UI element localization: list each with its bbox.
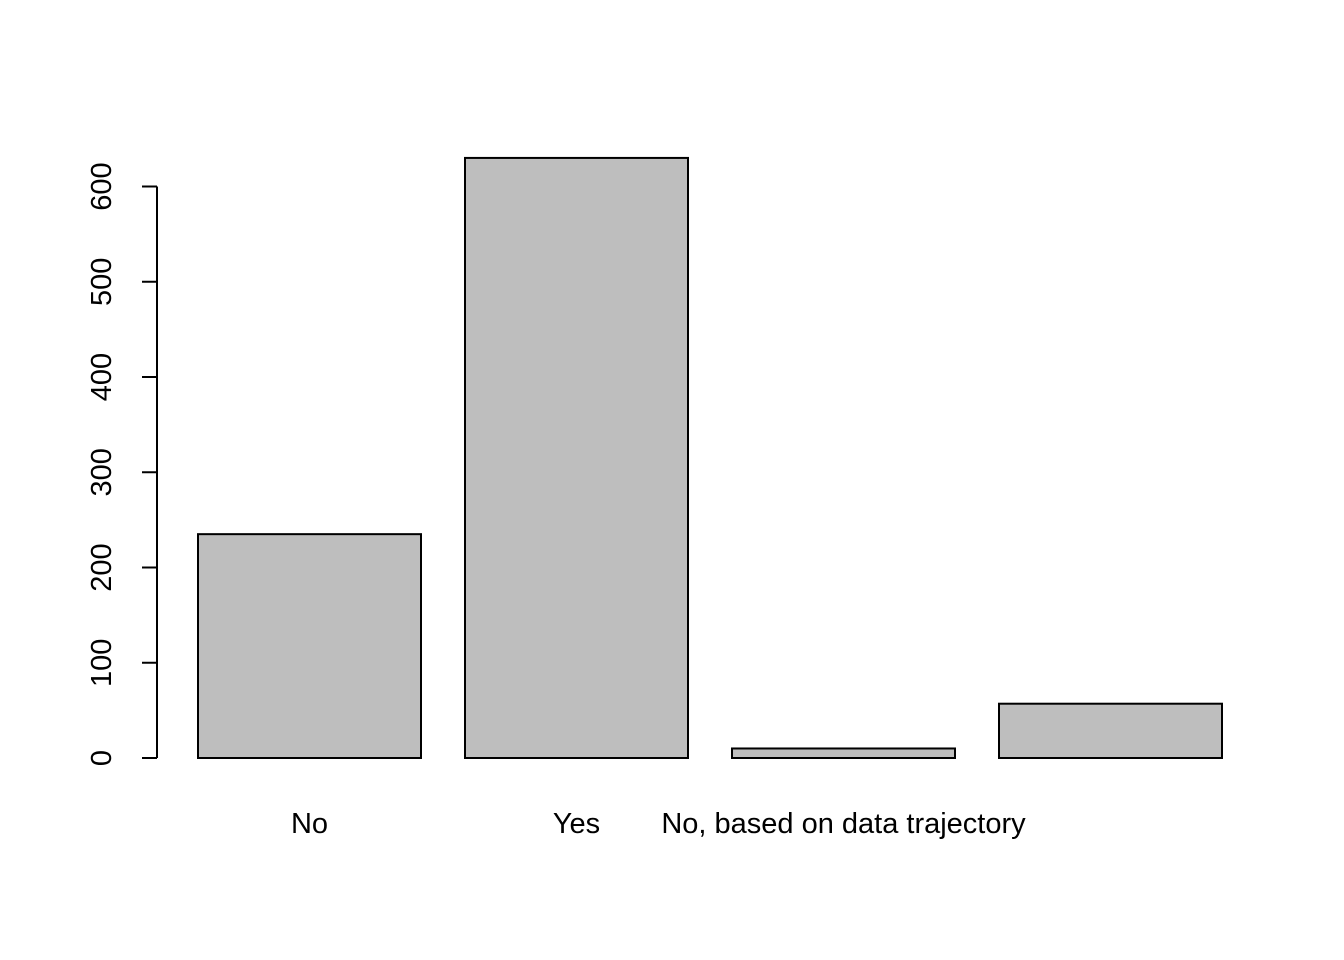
y-tick-label-1: 100 [86,639,118,687]
bar-1 [464,156,689,760]
y-tick-label-2: 200 [86,543,118,591]
y-tick-label-6: 600 [86,162,118,210]
y-tick-label-5: 500 [86,258,118,306]
y-axis: 0 100 200 300 400 500 600 [86,162,158,766]
bar-3 [998,702,1223,760]
y-tick-label-4: 400 [86,353,118,401]
bar-2 [731,747,956,759]
x-tick-label-1: Yes [553,808,600,840]
y-tick-label-3: 300 [86,448,118,496]
x-tick-label-2: No, based on data trajectory [661,808,1026,840]
bar-0 [197,533,422,759]
y-tick-label-0: 0 [86,750,118,766]
x-axis-labels: No Yes No, based on data trajectory [291,808,1026,840]
bars-group [197,156,1223,760]
x-tick-label-0: No [291,808,328,840]
